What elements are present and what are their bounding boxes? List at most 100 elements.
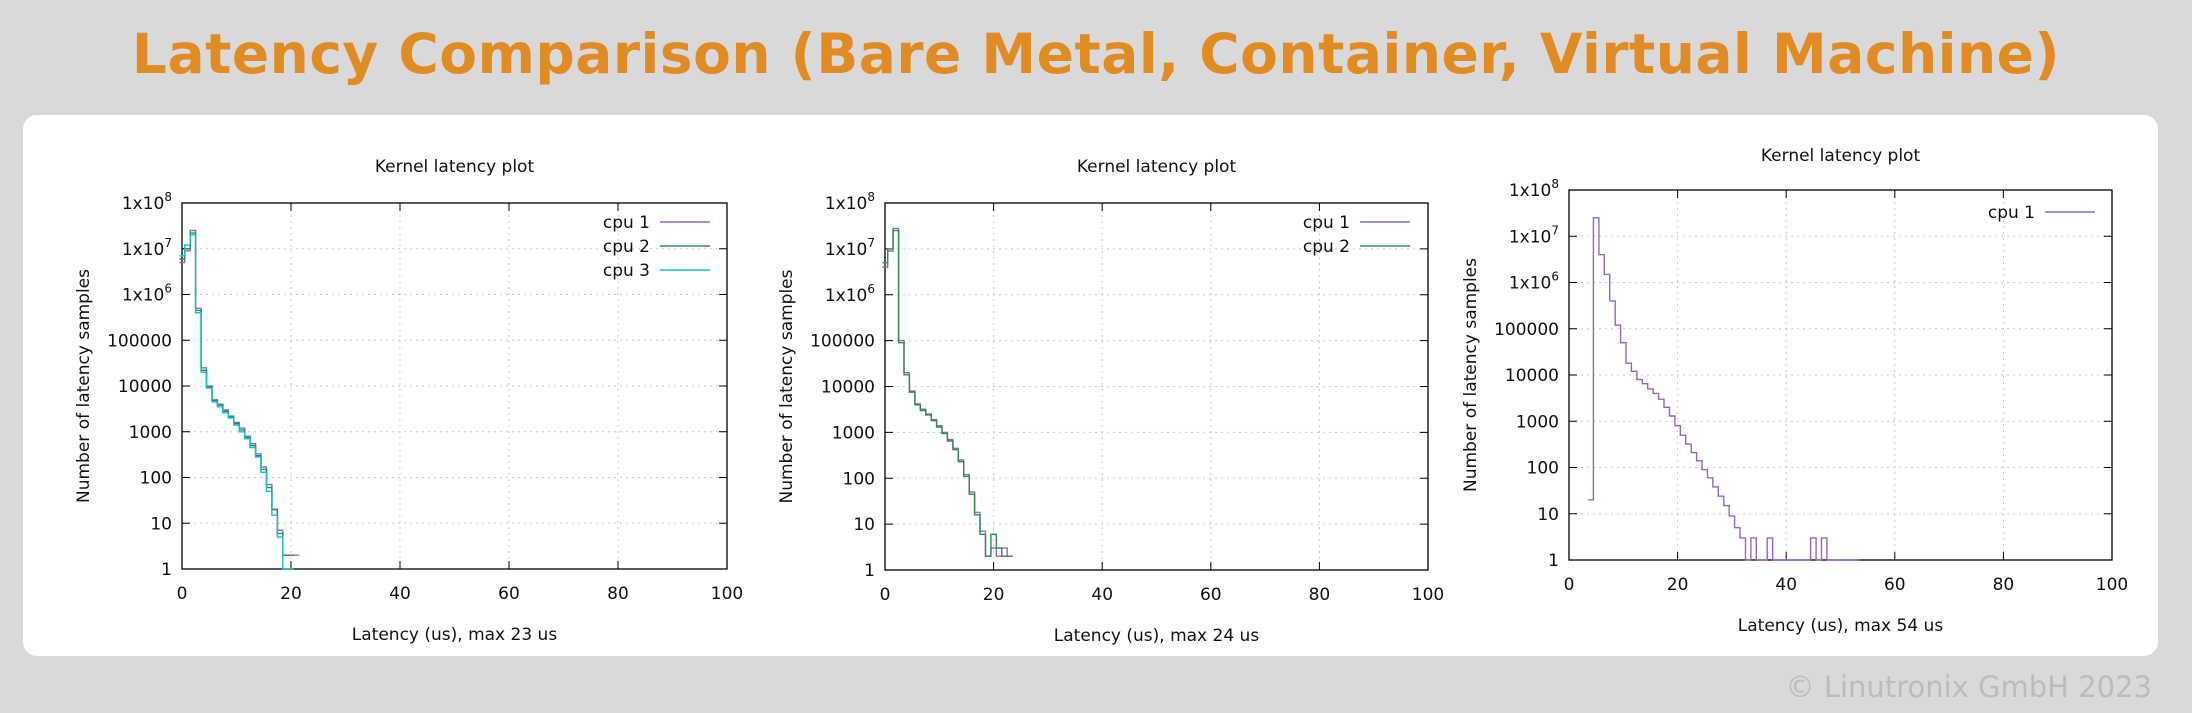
series-line-cpu-1 (1588, 217, 1860, 561)
x-axis-label: Latency (us), max 54 us (1738, 616, 1944, 636)
x-tick-label: 80 (1309, 585, 1331, 605)
y-tick-base: 1x10 (825, 240, 868, 260)
y-tick-label: 10000 (118, 377, 172, 397)
y-tick-base: 100 (140, 469, 172, 489)
x-tick-label: 40 (1775, 575, 1797, 595)
y-tick-exponent: 7 (867, 236, 875, 250)
x-tick-label: 60 (1200, 585, 1222, 605)
y-tick-label: 100000 (810, 332, 875, 352)
y-tick-label: 100 (843, 469, 875, 489)
y-tick-base: 1x10 (122, 240, 165, 260)
page-title: Latency Comparison (Bare Metal, Containe… (131, 22, 2061, 86)
legend-label: cpu 2 (1303, 237, 1350, 257)
x-tick-label: 60 (498, 584, 520, 604)
y-tick-label: 10000 (821, 378, 875, 398)
y-tick-label: 1 (864, 561, 875, 581)
y-tick-label: 1x106 (1509, 270, 1559, 294)
legend-label: cpu 1 (603, 213, 650, 233)
y-tick-base: 1x10 (122, 286, 165, 306)
y-tick-base: 1x10 (1509, 181, 1552, 201)
y-tick-exponent: 7 (164, 236, 172, 250)
x-tick-label: 0 (177, 584, 188, 604)
y-tick-base: 100000 (107, 331, 172, 351)
x-tick-label: 100 (1412, 585, 1444, 605)
y-tick-base: 1000 (129, 423, 172, 443)
legend-label: cpu 2 (603, 237, 650, 257)
x-tick-label: 60 (1884, 575, 1906, 595)
series-line-cpu-2 (882, 229, 1013, 557)
y-tick-base: 1 (864, 561, 875, 581)
y-tick-base: 1x10 (1509, 274, 1552, 294)
y-tick-label: 10 (1537, 505, 1559, 525)
y-tick-base: 1000 (1516, 412, 1559, 432)
copyright-notice: © Linutronix GmbH 2023 (1785, 670, 2152, 704)
y-tick-label: 1x107 (122, 236, 172, 260)
y-tick-label: 1x108 (122, 190, 172, 214)
y-tick-base: 100 (843, 469, 875, 489)
x-tick-label: 0 (1564, 575, 1575, 595)
y-axis-label: Number of latency samples (1461, 258, 1481, 492)
y-tick-label: 1x107 (825, 236, 875, 260)
legend-label: cpu 1 (1988, 203, 2035, 223)
y-tick-base: 1x10 (1509, 227, 1552, 247)
y-tick-exponent: 8 (164, 190, 172, 204)
y-tick-exponent: 8 (867, 190, 875, 204)
y-tick-exponent: 6 (1551, 270, 1559, 284)
series-line-cpu-3 (179, 234, 294, 570)
y-tick-base: 1 (1548, 551, 1559, 571)
y-tick-label: 100 (140, 469, 172, 489)
y-tick-label: 1000 (1516, 412, 1559, 432)
x-axis-label: Latency (us), max 24 us (1054, 626, 1260, 646)
y-tick-exponent: 7 (1551, 223, 1559, 237)
y-tick-base: 100 (1527, 459, 1559, 479)
x-tick-label: 80 (607, 584, 629, 604)
y-tick-label: 1 (1548, 551, 1559, 571)
x-axis-label: Latency (us), max 23 us (352, 625, 558, 645)
y-tick-label: 1x108 (1509, 177, 1559, 201)
y-tick-base: 10000 (118, 377, 172, 397)
y-tick-base: 10 (853, 515, 875, 535)
y-tick-label: 1x106 (825, 282, 875, 306)
y-tick-base: 1x10 (122, 194, 165, 214)
y-tick-label: 100 (1527, 459, 1559, 479)
y-tick-label: 1x108 (825, 190, 875, 214)
x-tick-label: 80 (1993, 575, 2015, 595)
y-tick-base: 100000 (1494, 320, 1559, 340)
x-tick-label: 0 (880, 585, 891, 605)
x-tick-label: 40 (389, 584, 411, 604)
x-tick-label: 20 (1667, 575, 1689, 595)
y-tick-label: 1x107 (1509, 223, 1559, 247)
chart-title: Kernel latency plot (1761, 146, 1921, 166)
y-tick-label: 100000 (1494, 320, 1559, 340)
y-tick-exponent: 8 (1551, 177, 1559, 191)
x-tick-label: 100 (711, 584, 743, 604)
legend-label: cpu 3 (603, 261, 650, 281)
y-tick-base: 1 (161, 560, 172, 580)
x-tick-label: 100 (2096, 575, 2128, 595)
legend-label: cpu 1 (1303, 213, 1350, 233)
y-tick-exponent: 6 (867, 282, 875, 296)
y-tick-label: 100000 (107, 331, 172, 351)
charts-panel (23, 115, 2158, 656)
y-axis-label: Number of latency samples (777, 269, 797, 503)
y-tick-label: 10 (150, 514, 172, 534)
y-axis-label: Number of latency samples (74, 269, 94, 503)
y-tick-exponent: 6 (164, 282, 172, 296)
y-tick-label: 1 (161, 560, 172, 580)
y-tick-base: 100000 (810, 332, 875, 352)
x-tick-label: 20 (983, 585, 1005, 605)
y-tick-base: 10000 (821, 378, 875, 398)
y-tick-label: 1000 (832, 423, 875, 443)
y-tick-base: 1x10 (825, 286, 868, 306)
chart-title: Kernel latency plot (1077, 157, 1237, 177)
x-tick-label: 40 (1091, 585, 1113, 605)
y-tick-label: 10 (853, 515, 875, 535)
y-tick-base: 10000 (1505, 366, 1559, 386)
chart-title: Kernel latency plot (375, 157, 535, 177)
y-tick-base: 10 (1537, 505, 1559, 525)
y-tick-label: 10000 (1505, 366, 1559, 386)
y-tick-base: 1000 (832, 423, 875, 443)
